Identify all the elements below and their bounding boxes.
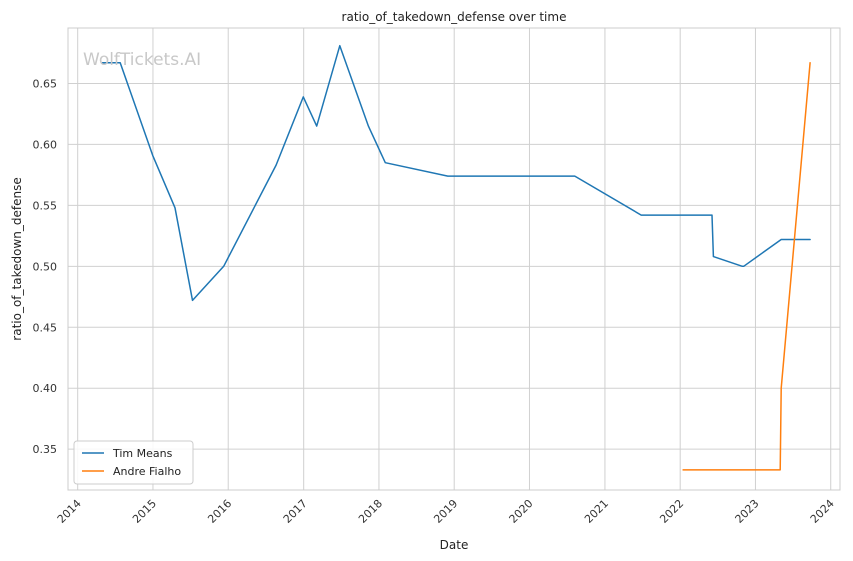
y-tick-label: 0.55 [33,199,58,212]
y-tick-label: 0.40 [33,382,58,395]
y-tick-label: 0.50 [33,260,58,273]
legend-label: Tim Means [112,447,173,460]
y-axis-label: ratio_of_takedown_defense [10,177,24,340]
series-lines [101,44,811,471]
grid [68,28,840,490]
y-tick-label: 0.60 [33,138,58,151]
y-tick-label: 0.65 [33,77,58,90]
chart-title: ratio_of_takedown_defense over time [342,10,567,24]
y-tick-labels: 0.35 0.40 0.45 0.50 0.55 0.60 0.65 [33,77,58,456]
y-tick-label: 0.45 [33,321,58,334]
legend-label: Andre Fialho [113,465,181,478]
watermark-text: WolfTickets.AI [83,50,201,70]
series-line-andre-fialho [682,61,811,471]
plot-frame [67,27,841,491]
legend-box [73,440,194,485]
legend: Tim Means Andre Fialho [73,440,194,485]
y-tick-label: 0.35 [33,443,58,456]
x-axis-label: Date [440,538,469,552]
series-line-tim-means [101,44,811,302]
